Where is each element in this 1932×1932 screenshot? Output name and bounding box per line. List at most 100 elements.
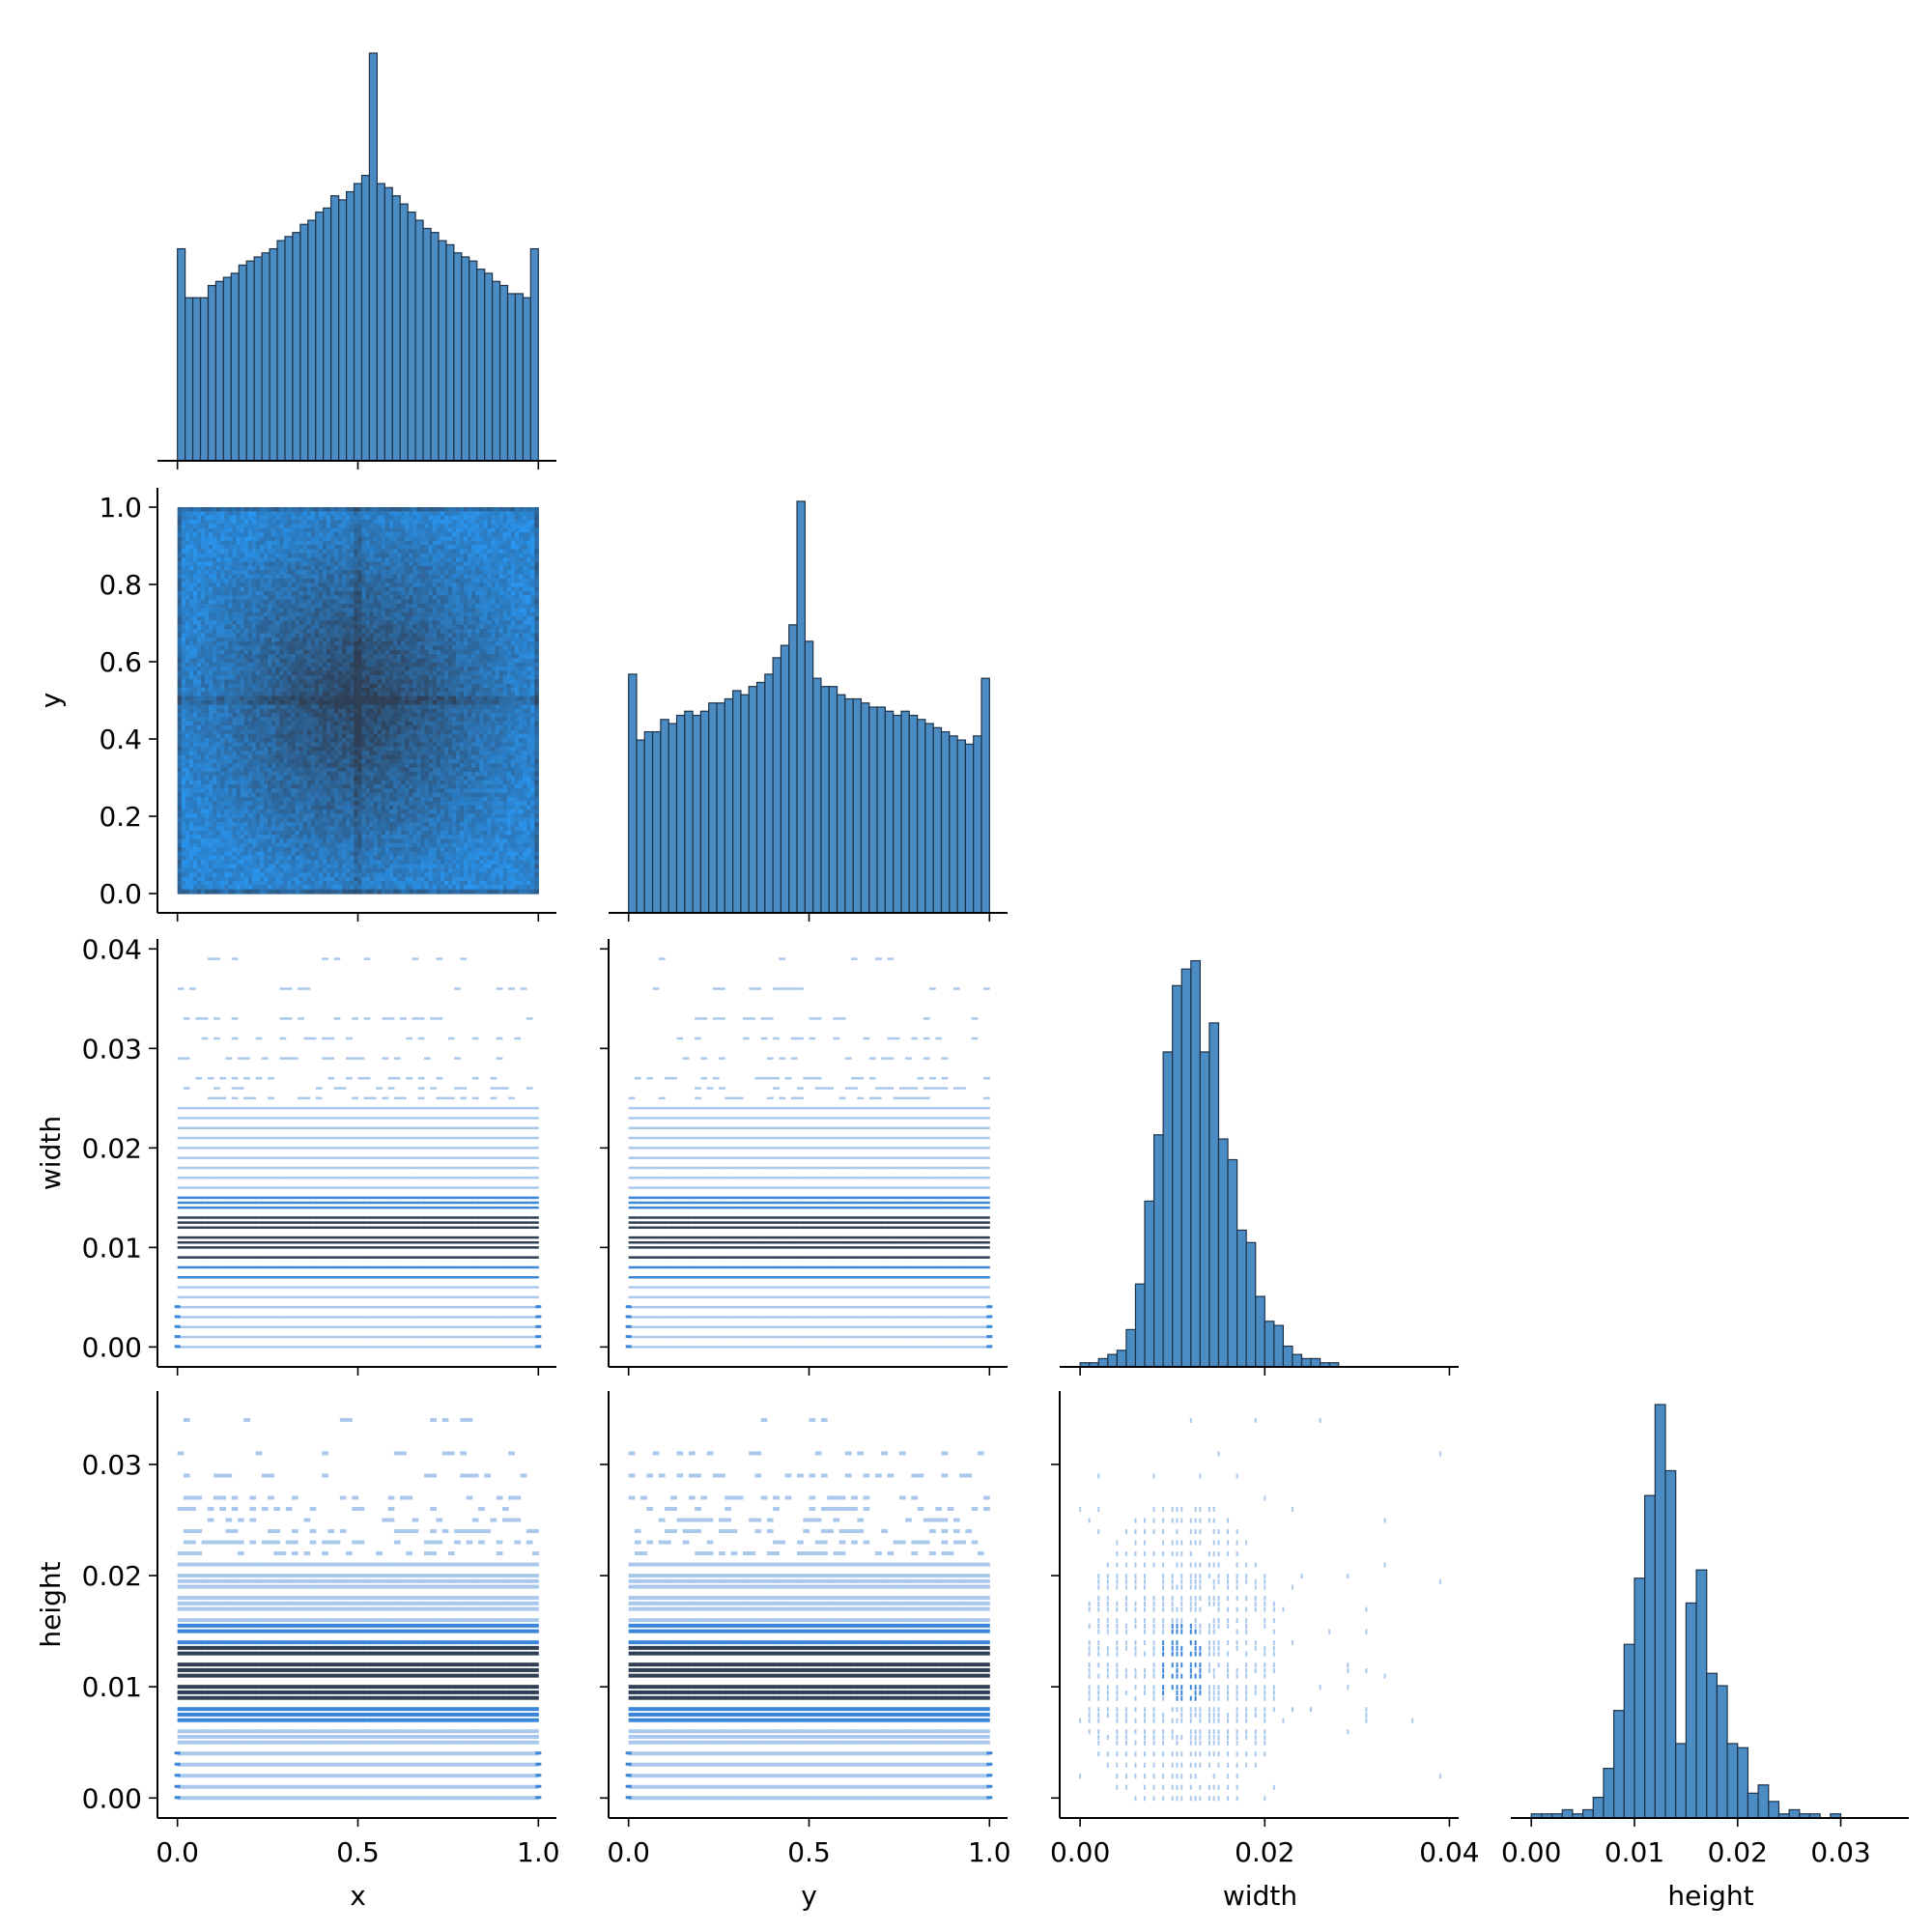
hist2d-cell (255, 532, 261, 538)
hist2d-cell (306, 788, 312, 794)
hist2d-cell (330, 574, 335, 580)
hist2d-cell (346, 842, 351, 848)
hist2d-cell (275, 810, 280, 814)
hist2d-cell (377, 880, 383, 886)
hist2d-cell (181, 527, 186, 533)
hist2d-cell (310, 692, 316, 697)
hist2d-cell (342, 885, 347, 891)
hist2d-cell (275, 662, 280, 668)
hist2d-cell (298, 658, 304, 664)
hist2d-cell (295, 549, 300, 554)
hist2d-cell (346, 751, 351, 756)
hist2d-cell (357, 889, 363, 895)
hist2d-cell (251, 838, 257, 844)
hist2d-cell (318, 599, 324, 605)
hist2d-cell (209, 524, 213, 529)
hist2d-cell (259, 751, 265, 756)
hist2d-cell (243, 826, 249, 832)
hist2d-cell (240, 721, 245, 726)
hist2d-cell (185, 704, 190, 710)
hist2d-cell (287, 746, 293, 752)
hist2d-cell (295, 783, 300, 789)
hist2d-cell (350, 532, 355, 538)
hist2d-cell (295, 826, 300, 832)
hist2d-cell (291, 751, 297, 756)
hist2d-cell (271, 683, 276, 689)
hist2d-cell (330, 876, 335, 882)
hist2d-cell (213, 838, 217, 844)
hist2d-cell (306, 885, 312, 891)
hist2d-cell (247, 860, 253, 866)
hist2d-cell (373, 771, 379, 777)
hist2d-cell (310, 637, 316, 642)
hist2d-cell (357, 561, 363, 567)
hist2d-cell (291, 662, 297, 668)
hist2d-cell (295, 616, 300, 621)
hist2d-cell (271, 780, 276, 785)
hist2d-cell (346, 826, 351, 832)
hist2d-cell (322, 527, 327, 533)
hist2d-cell (216, 704, 221, 710)
hist2d-cell (240, 553, 245, 558)
hist2d-cell (243, 586, 249, 592)
hist2d-cell (283, 658, 288, 664)
hist2d-cell (361, 549, 367, 554)
hist2d-cell (342, 674, 347, 680)
hist2d-cell (188, 885, 194, 891)
hist2d-cell (247, 658, 253, 664)
hist2d-cell (283, 855, 288, 861)
hist2d-cell (279, 616, 284, 621)
hist2d-cell (209, 842, 213, 848)
hist2d-cell (302, 758, 308, 764)
hist2d-cell (205, 780, 210, 785)
hist2d-cell (185, 507, 190, 512)
hist2d-cell (373, 783, 379, 789)
hist2d-cell (188, 813, 194, 819)
hist2d-cell (181, 797, 186, 802)
hist2d-cell (177, 880, 183, 886)
hist2d-cell (314, 595, 320, 601)
hist2d-cell (373, 578, 379, 583)
hist2d-cell (209, 783, 213, 789)
hist2d-cell (232, 889, 238, 895)
hist2d-cell (251, 520, 257, 525)
hist2d-cell (306, 754, 312, 760)
hist2d-cell (264, 582, 269, 588)
hist2d-cell (298, 763, 304, 769)
hist2d-cell (346, 570, 351, 576)
hist2d-cell (373, 608, 379, 613)
hist2d-cell (185, 835, 190, 840)
hist2d-cell (384, 776, 390, 781)
hist2d-cell (365, 604, 371, 609)
hist2d-cell (381, 540, 386, 546)
hist2d-cell (240, 733, 245, 739)
hist2d-cell (384, 687, 390, 693)
hist2d-cell (192, 616, 198, 621)
hist2d-cell (264, 532, 269, 538)
hist2d-cell (228, 545, 234, 551)
hist2d-cell (381, 696, 386, 701)
hist2d-cell (377, 507, 383, 512)
hist2d-cell (365, 641, 371, 647)
hist2d-cell (338, 801, 343, 807)
hist2d-cell (201, 855, 206, 861)
hist2d-cell (346, 797, 351, 802)
hist2d-cell (268, 641, 272, 647)
hist2d-cell (342, 515, 347, 521)
hist2d-cell (350, 813, 355, 819)
hist2d-cell (369, 729, 375, 735)
hist2d-cell (177, 687, 183, 693)
hist2d-cell (188, 649, 194, 655)
hist2d-cell (228, 683, 234, 689)
hist2d-cell (369, 674, 375, 680)
hist2d-cell (177, 733, 183, 739)
hist2d-cell (213, 738, 217, 744)
hist2d-cell (381, 658, 386, 664)
hist2d-cell (213, 574, 217, 580)
hist2d-cell (264, 826, 269, 832)
hist2d-cell (354, 595, 359, 601)
hist2d-cell (255, 527, 261, 533)
hist2d-cell (369, 540, 375, 546)
hist2d-cell (213, 520, 217, 525)
hist2d-cell (369, 570, 375, 576)
